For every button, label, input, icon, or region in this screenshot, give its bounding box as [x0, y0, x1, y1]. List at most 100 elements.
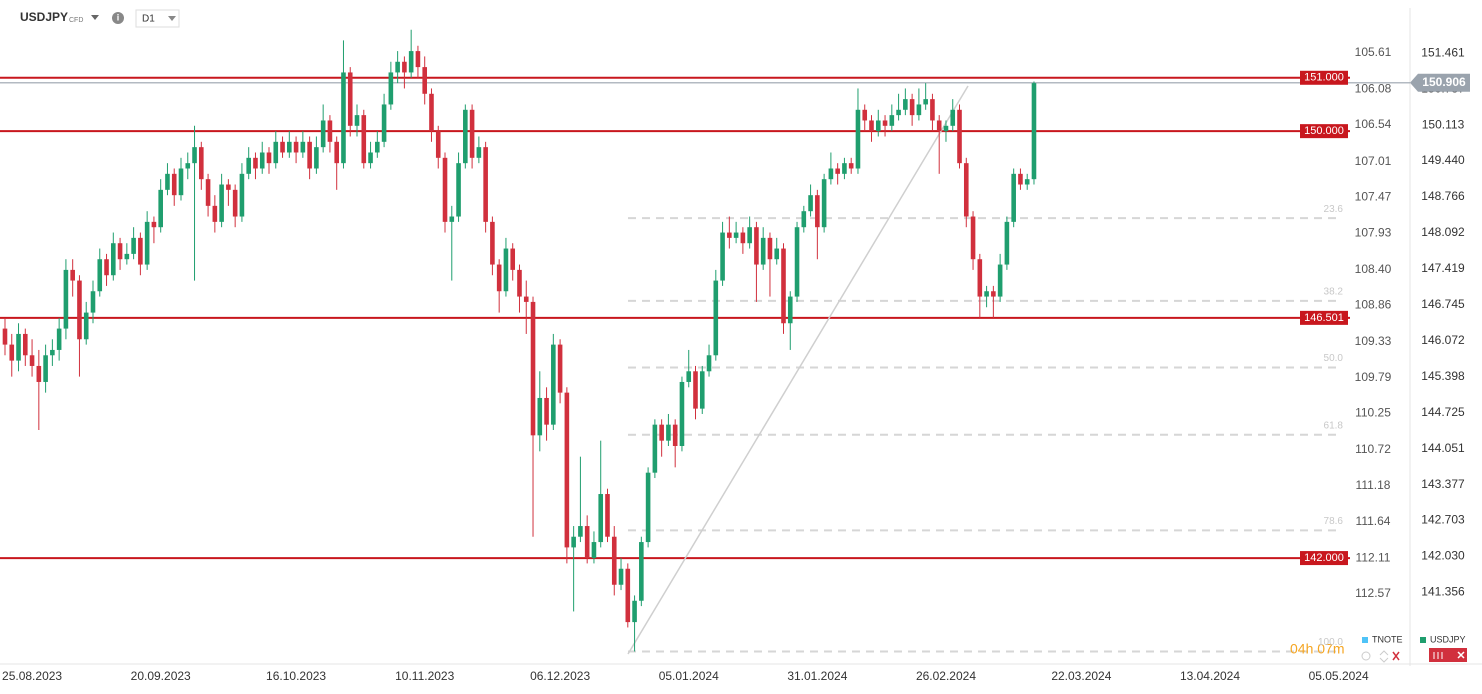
candle-body: [300, 141, 306, 153]
x-tick-label: 06.12.2023: [530, 669, 590, 683]
candle-body: [43, 355, 48, 382]
fib-label: 23.6: [1324, 204, 1344, 215]
y-tick-label: 141.356: [1421, 585, 1465, 599]
candle-body: [50, 349, 55, 356]
candle-body: [1011, 173, 1016, 222]
candle-body: [253, 157, 258, 169]
legend-swatch: [1420, 637, 1426, 643]
candle-body: [429, 93, 434, 132]
candle-body: [774, 248, 780, 260]
legend-entry[interactable]: TNOTE: [1372, 634, 1403, 644]
candle-body: [740, 232, 746, 244]
candle-body: [435, 131, 441, 158]
candle-body: [463, 109, 468, 164]
candle-body: [151, 221, 157, 228]
candle-body: [923, 99, 928, 105]
timeframe: D1: [142, 14, 155, 25]
candle-body: [943, 125, 949, 132]
level-tag: [1300, 70, 1348, 85]
candle-body: [930, 99, 935, 121]
move-icon[interactable]: [1379, 650, 1389, 663]
visibility-icon[interactable]: [1361, 651, 1371, 661]
candle-body: [29, 355, 35, 366]
y-tick-label: 143.377: [1421, 477, 1465, 491]
candle-body: [781, 248, 786, 324]
y2-tick-label: 107.47: [1355, 190, 1392, 204]
y2-tick-label: 108.86: [1355, 298, 1392, 312]
candle-body: [760, 237, 766, 265]
candle-body: [320, 120, 326, 148]
level-tag: [1300, 124, 1348, 139]
candle-body: [794, 227, 800, 297]
remove-series-icon[interactable]: [1457, 651, 1465, 659]
candle-body: [625, 568, 631, 623]
candle-body: [273, 141, 279, 164]
info-icon[interactable]: [112, 12, 124, 24]
candle-body: [896, 109, 901, 116]
candle-body: [639, 542, 644, 601]
candle-body: [395, 61, 400, 73]
candle-body: [517, 269, 522, 297]
settings-icon[interactable]: [1433, 652, 1443, 659]
legend-entry[interactable]: USDJPY: [1430, 634, 1466, 644]
candle-body: [530, 301, 536, 436]
candle-body: [171, 173, 177, 196]
candle-body: [368, 152, 373, 164]
candle-body: [936, 120, 942, 132]
y2-tick-label: 107.01: [1355, 154, 1392, 168]
y-tick-label: 149.440: [1421, 153, 1465, 167]
candle-body: [666, 424, 671, 441]
level-tag: [1300, 551, 1348, 566]
fib-label: 100.0: [1318, 637, 1343, 648]
candle-body: [449, 216, 455, 222]
candle-body: [747, 227, 752, 244]
candle-body: [334, 141, 339, 164]
candle-body: [801, 211, 807, 228]
candle-body: [963, 163, 969, 217]
candle-body: [869, 120, 874, 132]
candle-body: [341, 72, 346, 164]
y2-tick-label: 110.72: [1355, 442, 1391, 456]
timeframe-arrow: [168, 16, 176, 21]
candle-body: [375, 141, 380, 153]
candle-body: [381, 104, 387, 142]
y-tick-label: 142.703: [1421, 513, 1465, 527]
candle-body: [219, 184, 224, 222]
candle-body: [212, 205, 218, 222]
candle-body: [909, 99, 915, 116]
y-tick-label: 144.051: [1421, 441, 1465, 455]
candle-body: [903, 99, 908, 110]
candle-body: [456, 163, 461, 217]
candle-body: [862, 109, 868, 121]
candle-body: [388, 72, 394, 105]
candle-body: [36, 365, 42, 382]
x-tick-label: 26.02.2024: [916, 669, 976, 683]
candle-body: [727, 232, 732, 238]
candle-body: [469, 109, 475, 158]
fib-label: 78.6: [1324, 516, 1344, 527]
y2-tick-label: 112.57: [1355, 586, 1391, 600]
candle-body: [618, 568, 624, 585]
x-tick-label: 22.03.2024: [1051, 669, 1111, 683]
symbol[interactable]: USDJPY: [20, 10, 68, 24]
candle-body: [70, 269, 75, 281]
y-tick-label: 148.766: [1421, 189, 1465, 203]
candle-body: [1018, 173, 1023, 185]
candle-body: [246, 157, 251, 174]
candle-body: [117, 243, 123, 260]
candle-body: [997, 264, 1003, 297]
candle-body: [415, 51, 421, 68]
candle-body: [287, 141, 292, 153]
x-tick-label: 25.08.2023: [2, 669, 62, 683]
candle-body: [537, 397, 543, 436]
remove-icon[interactable]: [1392, 651, 1400, 661]
timeframe-select[interactable]: [135, 9, 180, 28]
symbol-dropdown[interactable]: [91, 15, 99, 20]
candle-body: [293, 141, 299, 153]
candle-body: [544, 397, 549, 425]
x-tick-label: 20.09.2023: [131, 669, 191, 683]
candle-body: [754, 227, 759, 265]
candle-body: [131, 237, 136, 254]
candle-body: [991, 291, 996, 297]
candle-body: [957, 109, 962, 164]
